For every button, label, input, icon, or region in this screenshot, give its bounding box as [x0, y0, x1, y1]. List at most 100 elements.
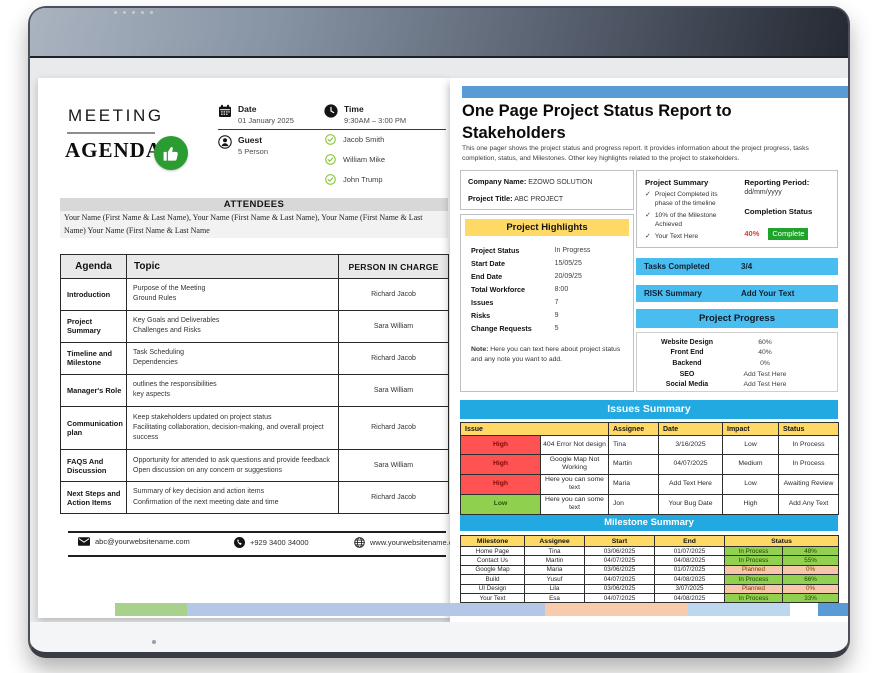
attendees-names: Your Name (First Name & Last Name), Your… — [60, 211, 448, 238]
calendar-icon — [218, 104, 232, 125]
topic-cell: Summary of key decision and action items… — [126, 481, 339, 514]
project-summary-box: Project Summary ✓ Project Completed its p… — [636, 170, 838, 248]
miles-col-assignee: Assignee — [524, 535, 585, 547]
highlight-row: Start Date 15/05/25 — [471, 259, 582, 268]
footer-strip-lightblue — [688, 603, 790, 616]
project-title-label: Project Title: — [468, 194, 513, 203]
person-cell: Sara William — [338, 449, 449, 483]
agenda-cell: Manager's Role — [60, 373, 127, 407]
globe-icon — [354, 537, 365, 548]
footer-website: www.yourwebsitename.com — [354, 537, 463, 548]
monitor-top-bezel — [30, 8, 848, 56]
attendees-header: ATTENDEES — [60, 198, 448, 211]
highlight-row: Total Workforce 8:00 — [471, 285, 569, 294]
report-description: This one pager shows the project status … — [462, 145, 809, 163]
footer-strip-blue — [818, 603, 848, 616]
date-block: Date 01 January 2025 — [218, 104, 294, 125]
project-highlights-header: Project Highlights — [465, 219, 629, 236]
progress-row: Social Media Add Test Here — [665, 381, 787, 389]
percent-cell: 48% — [782, 545, 839, 557]
clock-icon — [324, 104, 338, 125]
time-block: Time 9:30AM – 3:00 PM — [324, 104, 406, 125]
agenda-col-header: Agenda — [60, 254, 127, 279]
person-cell: Sara William — [338, 309, 449, 343]
agenda-cell: Communication plan — [60, 405, 127, 451]
date-label: Date — [238, 104, 257, 114]
footer-rule-top — [68, 531, 446, 533]
issues-col-assignee: Assignee — [608, 422, 659, 436]
agenda-table: Agenda Topic PERSON IN CHARGE Introducti… — [60, 254, 449, 514]
issues-col-impact: Impact — [722, 422, 779, 436]
footer-email: abc@yourwebsitename.com — [78, 537, 190, 546]
topic-cell: Opportunity for attended to ask question… — [126, 449, 339, 483]
agenda-cell: FAQS And Discussion — [60, 449, 127, 483]
summary-item: ✓ 10% of the Milestone Achieved — [645, 212, 717, 228]
risk-summary-value: Add Your Text — [741, 289, 795, 298]
status-cell: Planned — [724, 583, 783, 594]
issue-row: High 404 Error Not design Tina 3/16/2025… — [460, 435, 839, 455]
person-cell: Richard Jacob — [338, 405, 449, 451]
reporting-period-label: Reporting Period: — [744, 178, 810, 187]
topic-cell: Key Goals and Deliverables Challenges and… — [126, 309, 339, 343]
monitor-vent-dots — [114, 11, 153, 14]
milestone-row: Google Map Maria 03/06/2025 01/07/2025 Pla… — [460, 564, 839, 576]
meta-divider-line — [218, 129, 446, 130]
reporting-period-value: dd/mm/yyyy — [744, 189, 782, 196]
meeting-agenda-page: MEETING AGENDA Date 01 January 2025 Time… — [38, 78, 463, 618]
percent-cell: 0% — [782, 583, 839, 594]
completion-percent: 40% — [744, 229, 760, 238]
attendee-check-item: William Mike — [325, 154, 385, 165]
brand-divider — [67, 132, 155, 134]
progress-row: Website Design 60% — [661, 338, 772, 346]
issues-table: Issue Assignee Date Impact Status High 4… — [460, 422, 839, 515]
issues-col-status: Status — [778, 422, 839, 436]
brand-meeting-text: MEETING — [68, 106, 164, 125]
agenda-cell: Timeline and Milestone — [60, 341, 127, 375]
status-cell: In Process — [724, 574, 783, 585]
summary-item: ✓ Your Text Here — [645, 233, 699, 241]
status-cell: In Process — [724, 555, 783, 566]
issue-row: High Google Map Not Working Martin 04/07… — [460, 454, 839, 475]
progress-row: SEO Add Test Here — [679, 370, 787, 378]
highlight-row: Change Requests 5 — [471, 324, 559, 333]
checkmark-icon: ✓ — [645, 233, 651, 241]
progress-row: Backend 0% — [672, 359, 770, 367]
miles-col-start: Start — [584, 535, 655, 547]
highlight-row: Risks 9 — [471, 311, 559, 320]
issue-row: High Here you can some text Maria Add Te… — [460, 473, 839, 495]
tasks-completed-bar: Tasks Completed 3/4 — [636, 258, 838, 275]
attendee-name: William Mike — [343, 155, 386, 164]
miles-col-status: Status — [724, 535, 839, 547]
agenda-cell: Introduction — [60, 278, 127, 311]
milestone-row: Contact Us Martin 04/07/2025 04/08/2025 In… — [460, 555, 839, 566]
check-circle-icon — [325, 134, 336, 145]
project-title-value: ABC PROJECT — [514, 196, 564, 203]
footer-phone-text: +929 3400 34000 — [250, 538, 309, 547]
project-summary-title: Project Summary — [645, 178, 709, 187]
issues-summary-header: Issues Summary — [460, 400, 838, 419]
milestone-row: Build Yusuf 04/07/2025 04/08/2025 In Proce… — [460, 574, 839, 585]
company-box: Company Name: EZOWO SOLUTION Project Tit… — [460, 170, 634, 210]
priority-cell: High — [460, 454, 541, 475]
check-circle-icon — [325, 154, 336, 165]
summary-item: ✓ Project Completed its phase of the time… — [645, 191, 718, 207]
issues-col-issue: Issue — [460, 422, 609, 436]
footer-strip-green — [115, 603, 187, 616]
status-cell: In Process — [724, 545, 783, 557]
power-led — [152, 640, 156, 644]
footer-strip-periwinkle — [187, 603, 545, 616]
footer-website-text: www.yourwebsitename.com — [370, 538, 463, 547]
person-cell: Richard Jacob — [338, 481, 449, 514]
footer-strip-peach — [545, 603, 688, 616]
percent-cell: 0% — [782, 564, 839, 576]
progress-row: Front End 40% — [670, 349, 772, 357]
person-col-header: PERSON IN CHARGE — [338, 254, 449, 279]
person-cell: Richard Jacob — [338, 278, 449, 311]
agenda-row: FAQS And Discussion Opportunity for atte… — [60, 449, 449, 483]
footer-phone: +929 3400 34000 — [234, 537, 309, 548]
highlight-row: End Date 20/09/25 — [471, 272, 582, 281]
person-cell: Richard Jacob — [338, 341, 449, 375]
status-cell: Planned — [724, 564, 783, 576]
tasks-completed-label: Tasks Completed — [644, 262, 710, 271]
person-cell: Sara William — [338, 373, 449, 407]
